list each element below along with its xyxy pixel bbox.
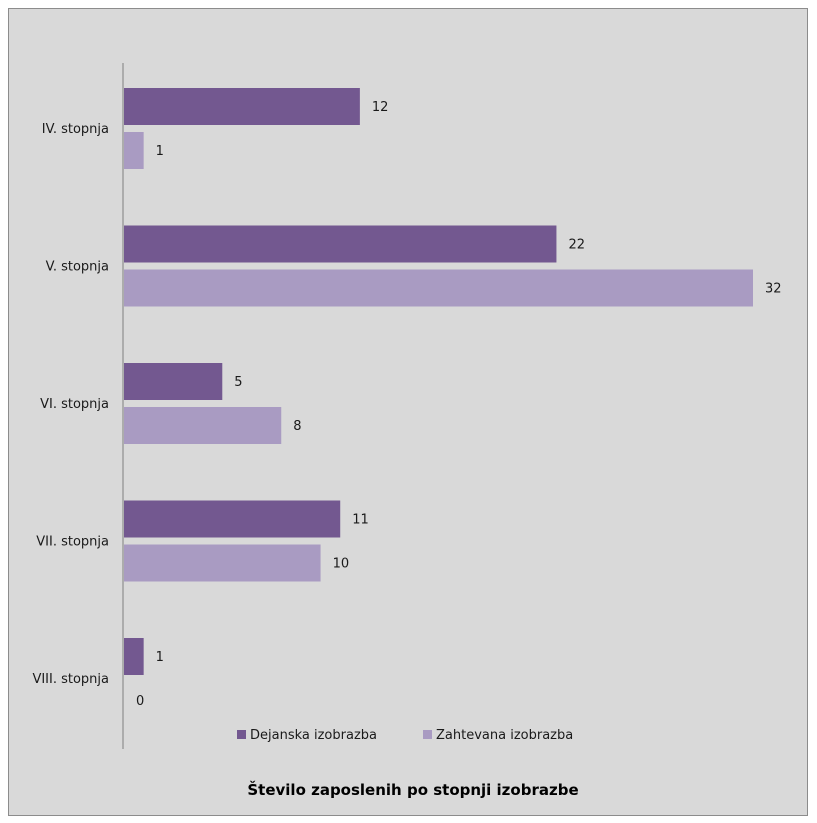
category-label: IV. stopnja [42,122,109,137]
chart-frame: IV. stopnja V. stopnja VI. stopnja VII. sto… [8,8,808,816]
bar [124,500,341,538]
data-label: 1 [156,650,164,665]
legend-swatch [423,730,432,739]
data-label: 10 [333,557,350,572]
legend-label: Zahtevana izobrazba [436,728,573,743]
chart-svg: IV. stopnja V. stopnja VI. stopnja VII. sto… [32,63,782,799]
bar [124,544,321,582]
bar [124,225,557,263]
data-label: 5 [234,375,242,390]
bar [124,638,144,675]
bar [124,88,360,125]
bar [124,269,753,307]
category-labels: IV. stopnja V. stopnja VI. stopnja VII. sto… [32,122,109,687]
legend-swatch [237,730,246,739]
bars [124,88,753,675]
legend-label: Dejanska izobrazba [250,728,377,743]
chart-title: Število zaposlenih po stopnji izobrazbe [247,780,578,799]
data-label: 11 [352,513,369,528]
bar [124,407,282,444]
category-label: VI. stopnja [40,397,109,412]
bar [124,363,223,400]
bar [124,132,144,169]
category-label: VII. stopnja [36,535,109,550]
data-label: 32 [765,282,782,297]
data-label: 1 [156,144,164,159]
data-label: 22 [568,238,585,253]
category-label: V. stopnja [46,260,109,275]
legend: Dejanska izobrazba Zahtevana izobrazba [237,728,573,743]
data-label: 0 [136,694,144,709]
data-label: 12 [372,100,389,115]
category-label: VIII. stopnja [32,672,109,687]
data-label: 8 [293,419,301,434]
